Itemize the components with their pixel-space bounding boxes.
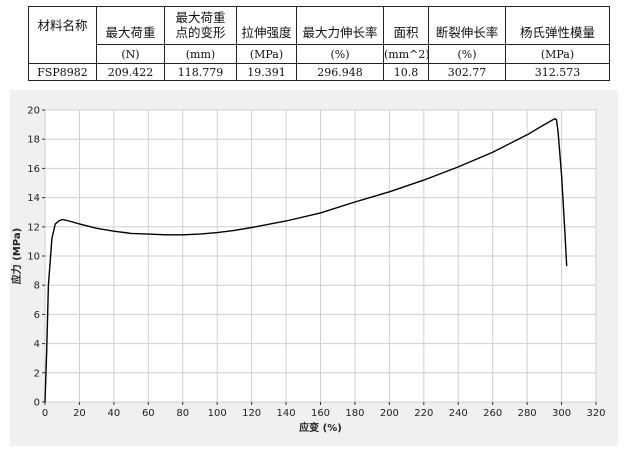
header-deformation-line: 点的变形 [175,25,226,40]
unit-deformation: (mm) [164,44,237,64]
header-deformation-label: 最大荷重 点的变形 [175,10,225,40]
x-tick-label: 300 [552,408,571,419]
cell-youngs-modulus: 312.573 [505,63,610,81]
x-tick-label: 180 [345,408,364,419]
x-tick-label: 60 [142,408,155,419]
header-max-load: 最大荷重 [96,6,165,45]
unit-max-load: (N) [96,44,165,64]
y-tick-label: 8 [34,281,40,292]
y-tick-label: 4 [34,339,40,350]
x-axis-title: 应变 (%) [299,421,342,434]
x-tick-label: 140 [277,408,296,419]
y-tick-label: 16 [27,164,40,175]
x-tick-label: 240 [449,408,468,419]
y-axis-title: 应力 (MPa) [10,228,23,284]
header-elongation-at-max-force: 最大力伸长率 [296,6,384,45]
unit-elongation-at-max-force: (%) [296,44,384,64]
y-tick-label: 18 [27,135,40,146]
unit-tensile-strength: (MPa) [236,44,297,64]
header-elongation-at-break: 断裂伸长率 [428,6,506,45]
x-tick-label: 20 [73,408,86,419]
header-tensile-strength: 拉伸强度 [236,6,297,45]
x-axis-ticks: 0 20 40 60 80 100 120 140 160 180 200 220 240 260 280 3… [42,402,606,419]
cell-tensile-strength: 19.391 [236,63,297,81]
x-tick-label: 120 [242,408,261,419]
chart-panel: 0 20 40 60 80 100 120 140 160 180 200 220 240 260 280 3… [10,90,618,446]
y-tick-label: 6 [34,310,40,321]
cell-max-load: 209.422 [96,63,165,81]
x-tick-label: 80 [176,408,189,419]
cell-area: 10.8 [383,63,429,81]
cell-elongation-at-max-force: 296.948 [296,63,384,81]
x-tick-label: 100 [208,408,227,419]
x-tick-label: 260 [483,408,502,419]
cell-deformation: 118.779 [164,63,237,81]
header-deformation-at-max-load: 最大荷重 点的变形 [164,6,237,45]
y-tick-label: 0 [34,398,40,409]
x-tick-label: 0 [42,408,48,419]
header-youngs-modulus: 杨氏弹性模量 [505,6,610,45]
table-row: FSP8982 209.422 118.779 19.391 296.948 1… [28,63,610,81]
y-tick-label: 2 [34,368,40,379]
stress-strain-curve [44,118,568,403]
x-tick-label: 200 [380,408,399,419]
unit-youngs-modulus: (MPa) [505,44,610,64]
x-tick-label: 280 [518,408,537,419]
table-header-row: 材料名称 最大荷重 最大荷重 点的变形 拉伸强度 最大力伸长率 面积 断裂伸长率 … [28,6,610,45]
cell-material-name: FSP8982 [28,63,97,81]
x-tick-label: 220 [414,408,433,419]
unit-area: (mm^2) [383,44,430,64]
unit-material-name [28,44,97,64]
header-deformation-line: 最大荷重 [175,10,226,25]
stress-strain-chart: 0 20 40 60 80 100 120 140 160 180 200 220 240 260 280 3… [10,106,606,435]
y-axis-ticks: 0 2 4 6 8 10 12 14 16 18 20 [27,106,45,409]
header-area: 面积 [383,6,429,45]
y-tick-label: 14 [27,193,40,204]
cell-elongation-at-break: 302.77 [428,63,506,81]
header-material-name: 材料名称 [28,6,97,45]
x-tick-label: 320 [586,408,605,419]
y-tick-label: 20 [27,106,40,117]
y-tick-label: 12 [27,222,40,233]
table-unit-row: (N) (mm) (MPa) (%) (mm^2) (%) (MPa) [28,44,610,64]
x-tick-label: 160 [311,408,330,419]
unit-elongation-at-break: (%) [428,44,506,64]
x-tick-label: 40 [108,408,121,419]
y-tick-label: 10 [27,252,40,263]
results-table: 材料名称 最大荷重 最大荷重 点的变形 拉伸强度 最大力伸长率 面积 断裂伸长率 … [28,6,610,81]
